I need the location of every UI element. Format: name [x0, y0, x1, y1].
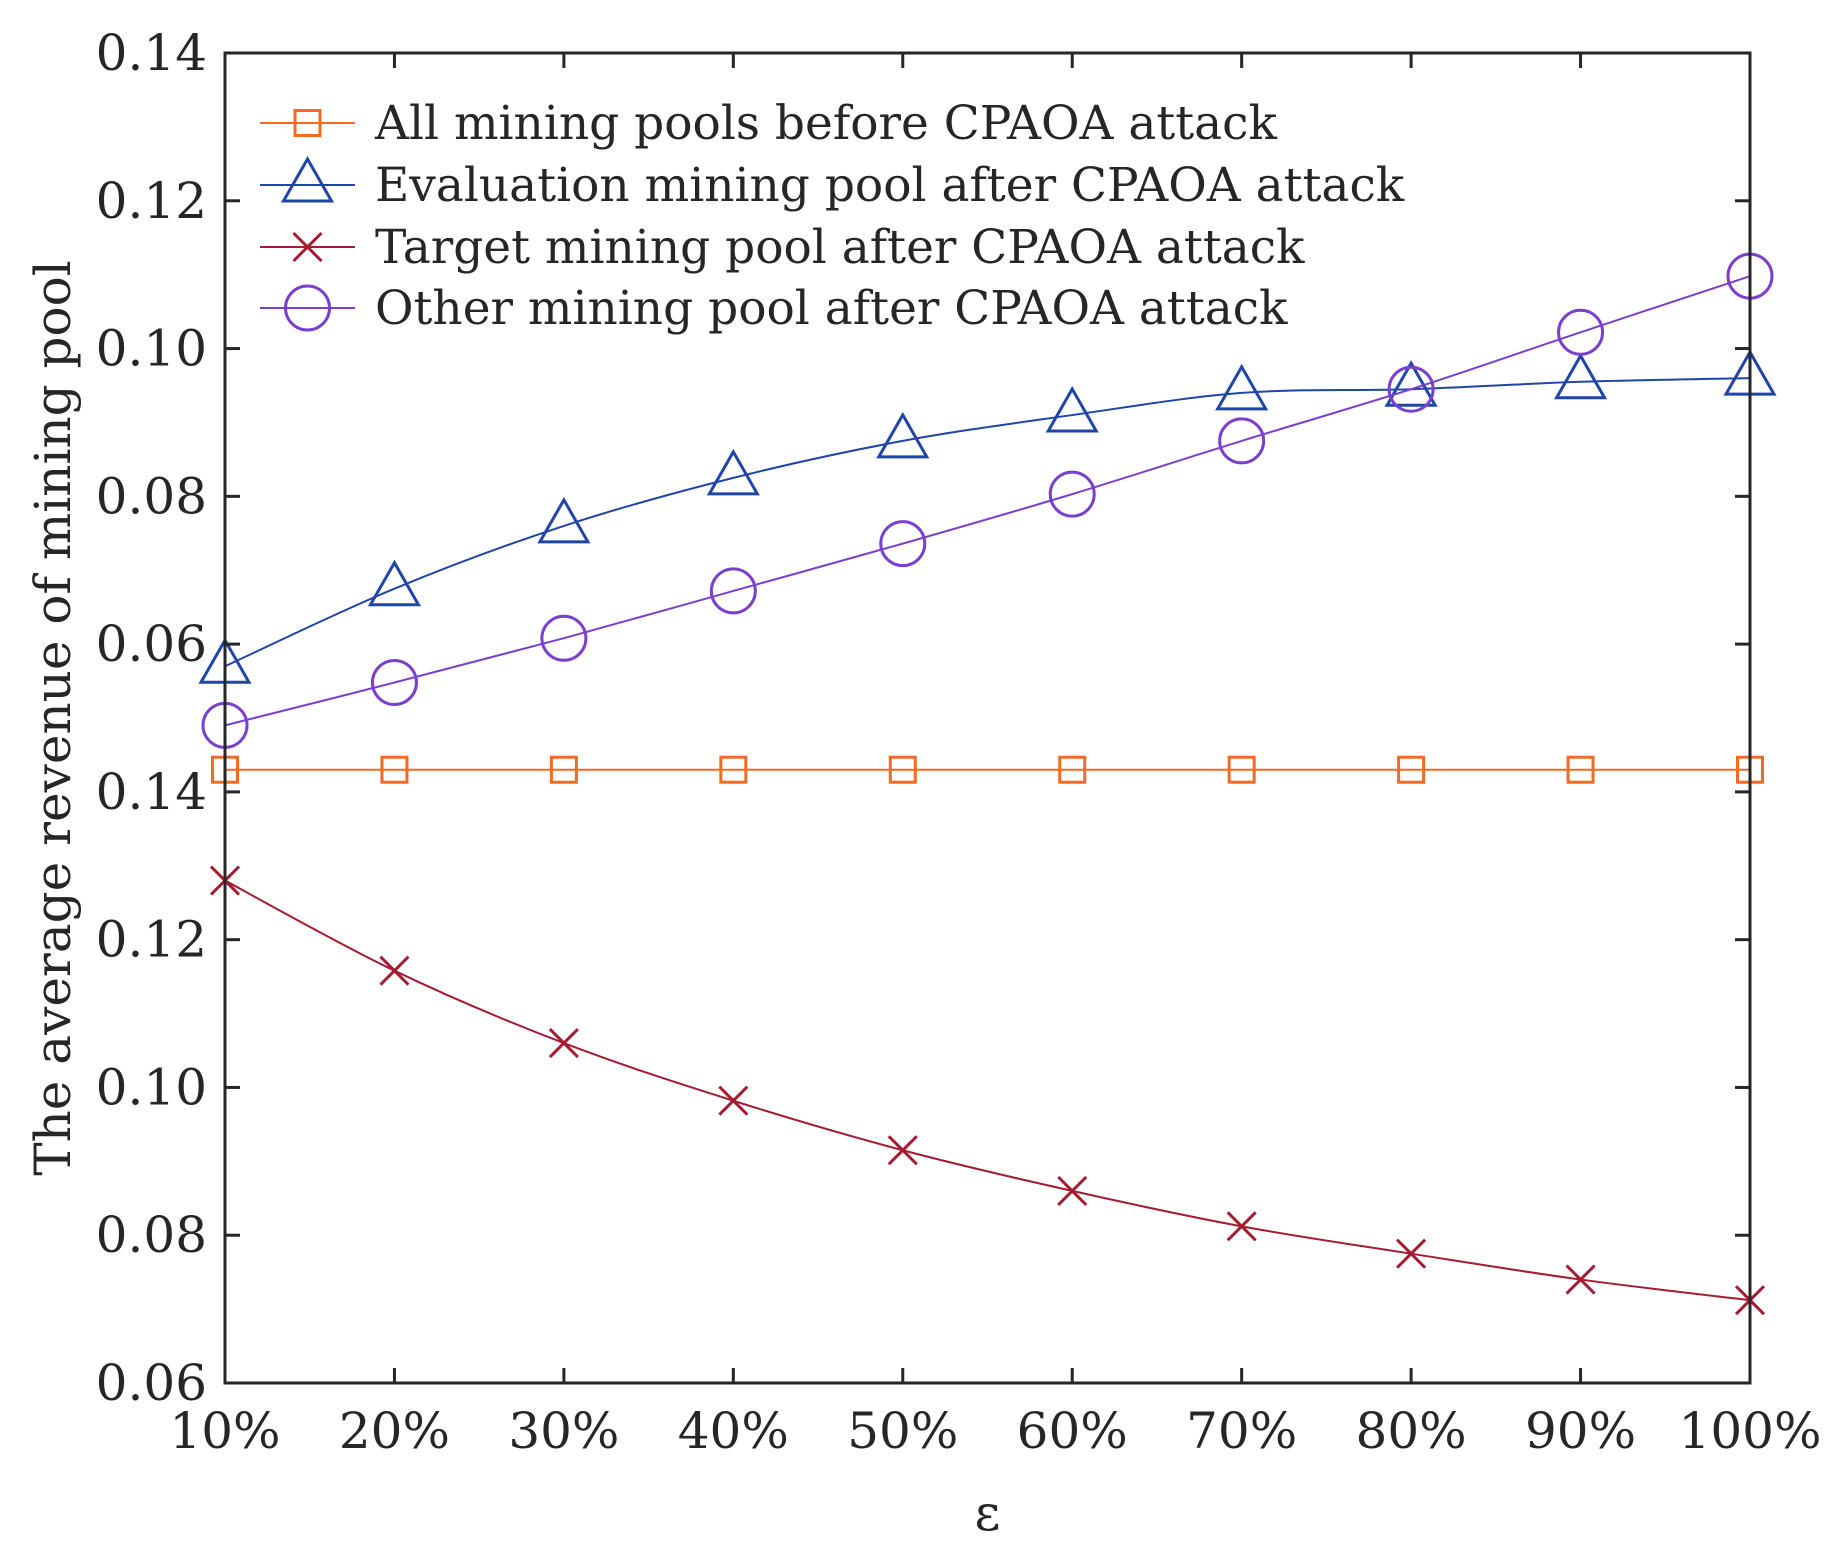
y-tick-label: 0.06	[96, 1354, 207, 1412]
data-point-triangle	[1384, 360, 1438, 407]
series-1	[198, 349, 1777, 684]
y-tick-label: 0.10	[96, 320, 207, 378]
legend-item: All mining pools before CPAOA attack	[260, 96, 1277, 151]
x-tick-label: 40%	[678, 1402, 789, 1460]
data-point-circle	[370, 659, 418, 707]
series-2	[209, 865, 1766, 1316]
legend-marker	[284, 284, 331, 332]
y-tick-label: 0.08	[96, 1206, 207, 1264]
data-point-square	[888, 755, 917, 784]
x-tick-label: 30%	[508, 1402, 619, 1460]
x-tick-label: 20%	[339, 1402, 450, 1460]
data-point-x	[718, 1085, 749, 1116]
data-point-x	[1565, 1264, 1596, 1295]
data-point-triangle	[706, 448, 760, 496]
data-point-circle	[879, 520, 927, 568]
x-tick-label: 80%	[1356, 1402, 1467, 1460]
y-tick-label: 0.14	[96, 763, 207, 821]
legend-marker	[292, 231, 323, 263]
data-point-triangle	[876, 411, 930, 459]
legend-marker	[293, 109, 322, 137]
data-point-triangle	[1553, 352, 1608, 400]
x-tick-label: 10%	[169, 1402, 280, 1460]
legend-label: Target mining pool after CPAOA attack	[375, 220, 1305, 275]
data-point-triangle	[367, 559, 422, 607]
data-point-x	[548, 1028, 579, 1059]
x-tick-label: 70%	[1186, 1402, 1297, 1460]
legend-label: All mining pools before CPAOA attack	[374, 96, 1277, 151]
y-tick-label: 0.08	[96, 467, 207, 525]
legend-item: Target mining pool after CPAOA attack	[260, 220, 1305, 275]
data-point-square	[1227, 755, 1256, 784]
x-axis-label: ε	[975, 1484, 1001, 1542]
y-tick-label: 0.12	[96, 172, 207, 230]
y-tick-label: 0.06	[96, 615, 207, 673]
series-line	[224, 275, 1751, 727]
data-point-square	[1566, 755, 1595, 784]
data-point-x	[1226, 1211, 1257, 1242]
x-tick-label: 60%	[1017, 1402, 1128, 1460]
data-point-triangle	[537, 496, 591, 544]
plot-frame	[223, 51, 1752, 1385]
data-point-triangle	[1045, 386, 1099, 433]
y-tick-label: 0.10	[96, 1058, 207, 1116]
data-point-x	[1396, 1238, 1427, 1269]
legend-label: Evaluation mining pool after CPAOA attac…	[375, 158, 1405, 213]
legend: All mining pools before CPAOA attack Eval…	[260, 96, 1405, 336]
y-tick-label: 0.12	[96, 911, 207, 969]
data-point-circle	[540, 614, 588, 662]
data-point-x	[379, 955, 410, 986]
series-line	[224, 879, 1751, 1302]
x-tick-label: 90%	[1525, 1402, 1636, 1460]
data-point-square	[719, 755, 748, 784]
x-tick-label: 50%	[847, 1402, 958, 1460]
legend-item: Evaluation mining pool after CPAOA attac…	[260, 155, 1405, 213]
data-point-square	[1058, 755, 1087, 784]
series-3	[201, 252, 1774, 749]
y-axis-label: The average revenue of mining pool	[24, 260, 82, 1176]
data-point-circle	[709, 567, 757, 615]
legend-item: Other mining pool after CPAOA attack	[260, 281, 1288, 336]
data-point-triangle	[1215, 363, 1269, 411]
data-point-x	[887, 1135, 918, 1166]
data-point-x	[1057, 1175, 1088, 1206]
data-point-circle	[1387, 365, 1435, 413]
legend-marker	[280, 155, 335, 203]
data-point-circle	[1218, 417, 1266, 465]
legend-label: Other mining pool after CPAOA attack	[375, 281, 1288, 336]
series-layer	[198, 252, 1777, 1316]
data-point-square	[1397, 755, 1426, 784]
tick-layer: 0.06 0.08 0.10 0.12 0.14 0.06 0.08 0.10 0.12 0.14…	[96, 24, 1822, 1460]
y-tick-label: 0.14	[96, 24, 207, 82]
data-point-circle	[1557, 308, 1605, 356]
data-point-square	[549, 755, 578, 784]
series-line	[224, 377, 1751, 668]
x-tick-label: 100%	[1679, 1402, 1822, 1460]
data-point-square	[380, 755, 409, 784]
data-point-circle	[1048, 470, 1096, 518]
